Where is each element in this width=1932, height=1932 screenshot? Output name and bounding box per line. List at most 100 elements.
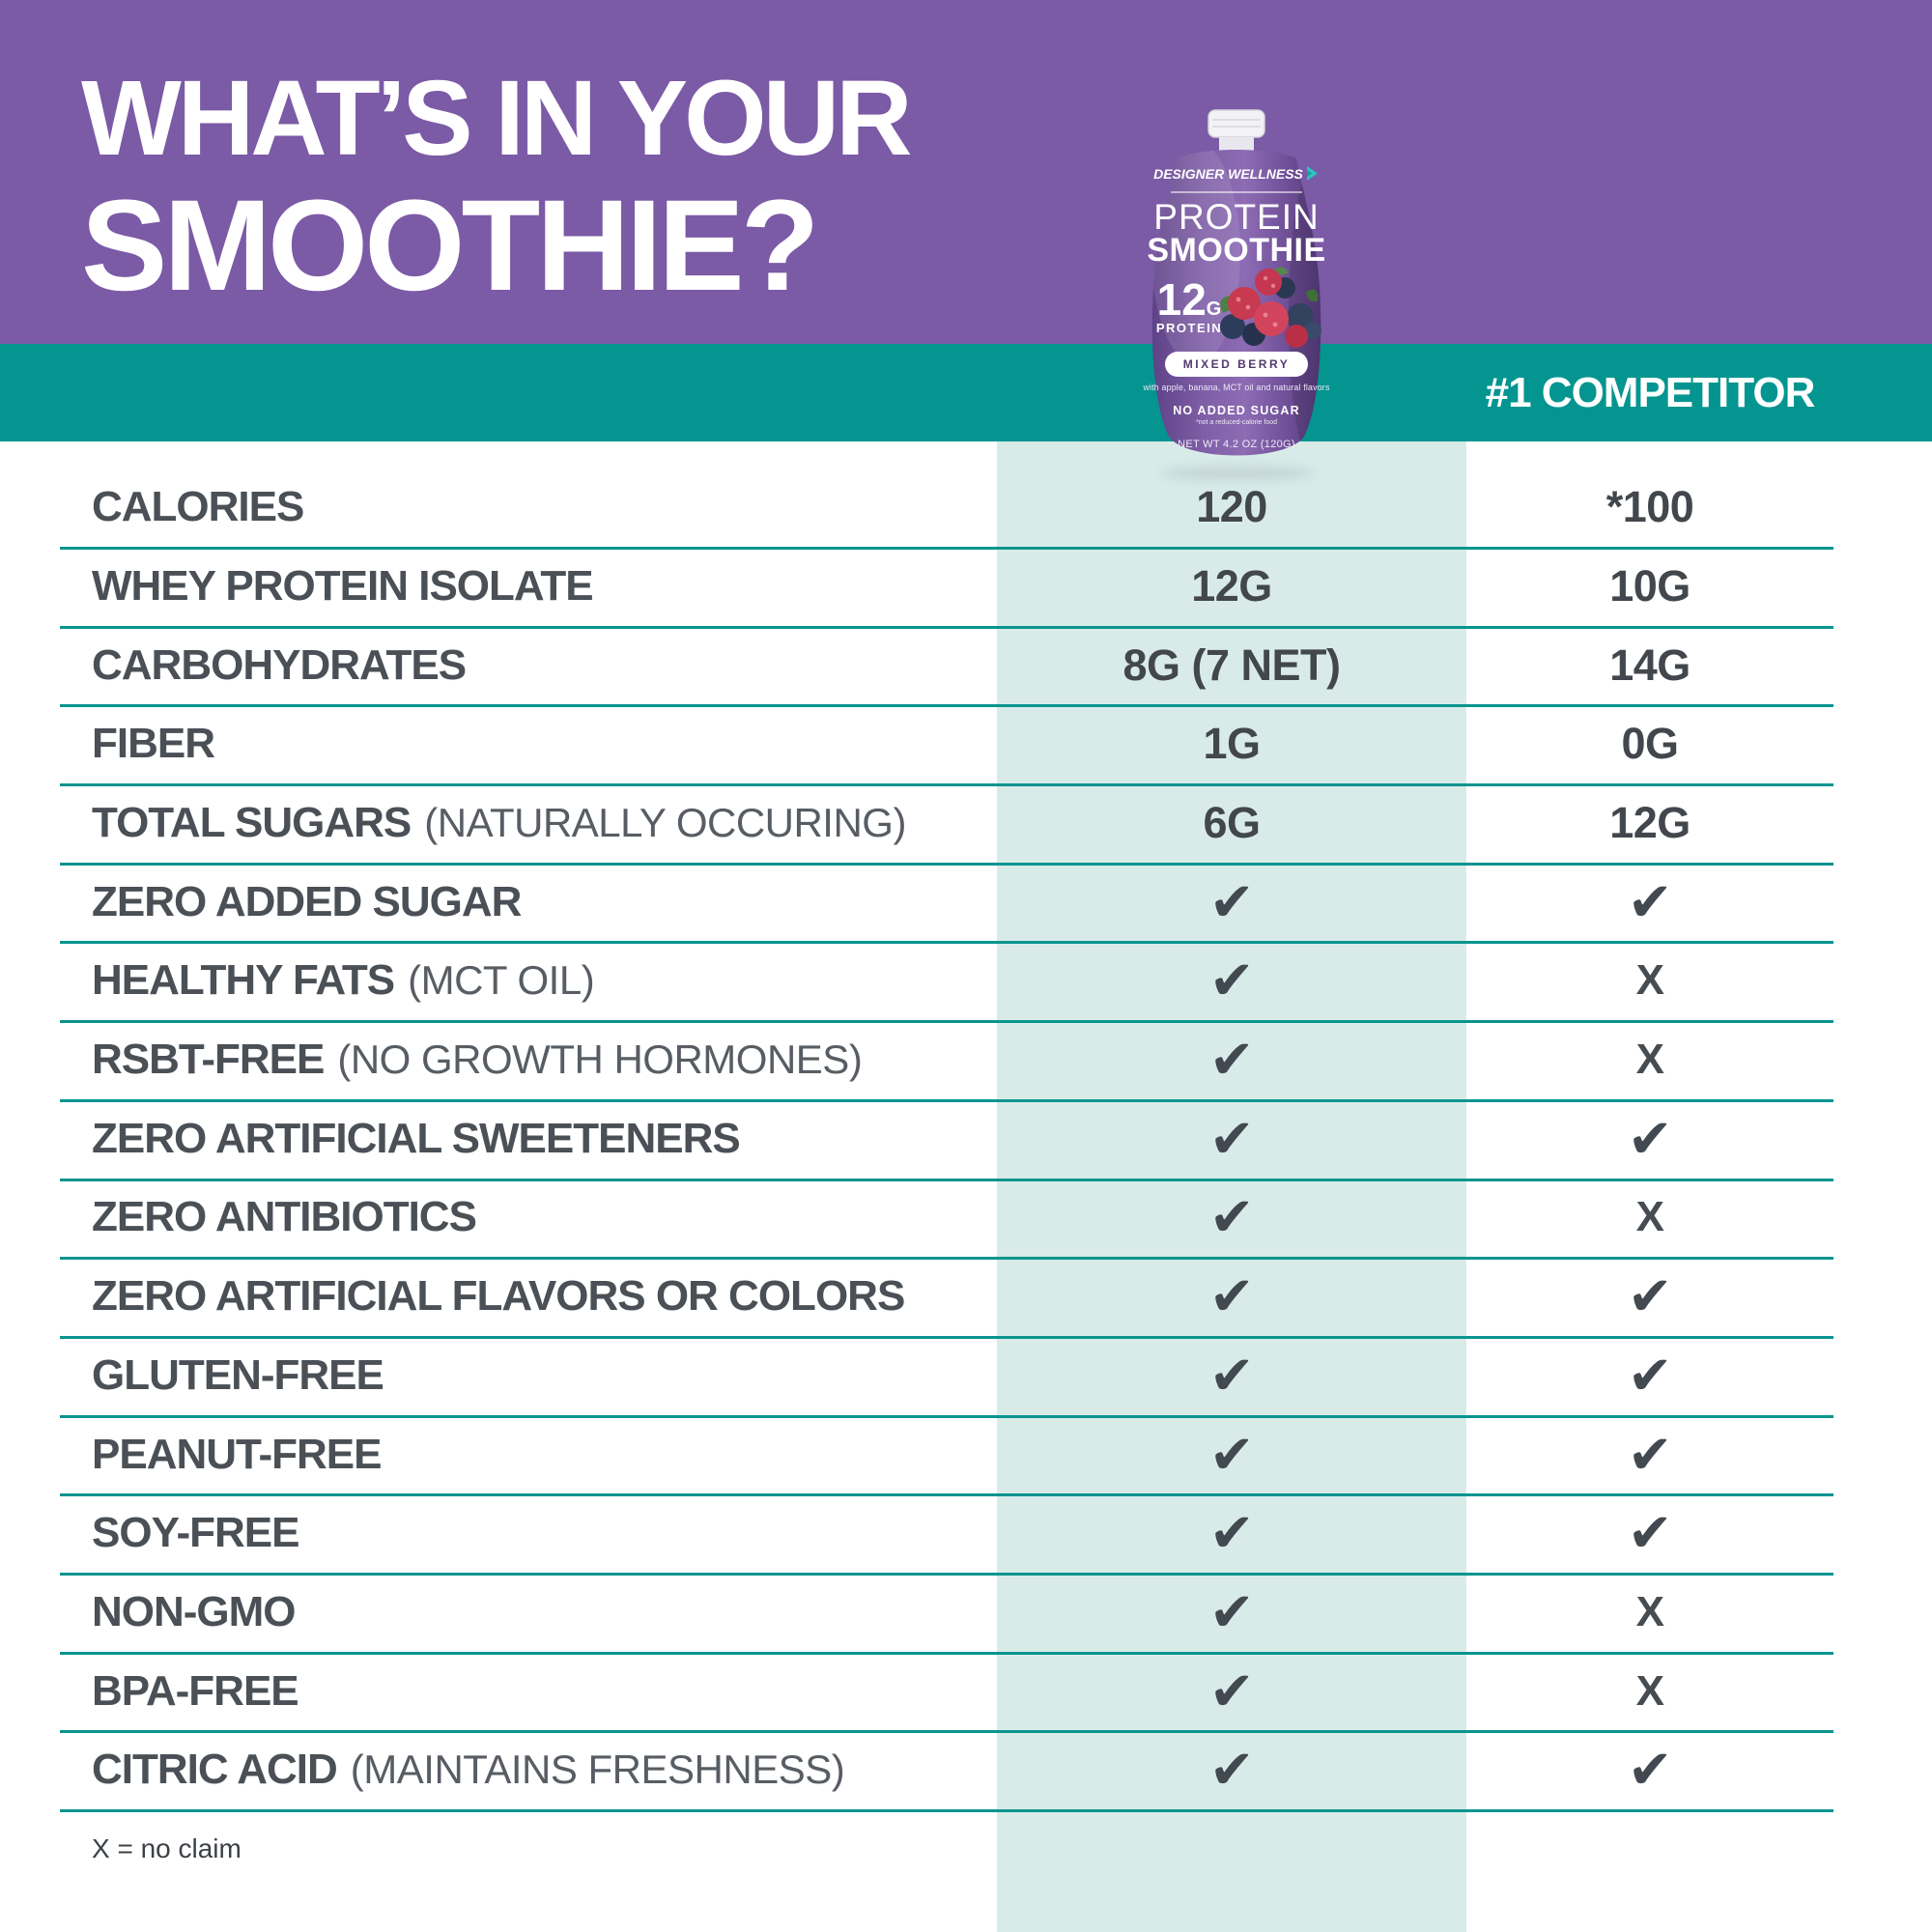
check-icon: ✔: [1208, 1580, 1255, 1642]
row-label-text: PEANUT-FREE: [92, 1430, 382, 1478]
row-label: BPA-FREE: [92, 1652, 299, 1731]
product-value: 6G: [1203, 797, 1261, 847]
row-label-text: TOTAL SUGARS: [92, 798, 412, 846]
check-icon: ✔: [1208, 870, 1255, 932]
row-label: ZERO ARTIFICIAL FLAVORS OR COLORS: [92, 1257, 905, 1336]
pouch-claim: NO ADDED SUGAR: [1173, 404, 1300, 417]
row-label-note: (MAINTAINS FRESHNESS): [350, 1747, 845, 1793]
row-label-note: (MCT OIL): [408, 957, 595, 1004]
table-row: WHEY PROTEIN ISOLATE 12G 10G: [60, 547, 1833, 629]
competitor-value: *100: [1605, 482, 1694, 532]
table-row: RSBT-FREE (NO GROWTH HORMONES) ✔ X: [60, 1020, 1833, 1102]
product-column-highlight: [997, 441, 1466, 1932]
table-row: CARBOHYDRATES 8G (7 NET) 14G: [60, 626, 1833, 708]
table-row: FIBER 1G 0G: [60, 704, 1833, 787]
competitor-header-band: [0, 344, 1932, 441]
row-label: GLUTEN-FREE: [92, 1336, 384, 1415]
row-label: CITRIC ACID (MAINTAINS FRESHNESS): [92, 1731, 845, 1810]
protein-amount: 12: [1156, 274, 1207, 325]
check-icon: ✔: [1627, 1502, 1673, 1564]
product-value: 120: [1196, 482, 1267, 532]
row-label-text: CALORIES: [92, 483, 304, 531]
brand-chevron-icon: [1305, 166, 1320, 184]
row-label: CARBOHYDRATES: [92, 626, 467, 705]
check-icon: ✔: [1627, 1265, 1673, 1327]
pouch-divider-line: [1171, 191, 1302, 193]
table-row: ZERO ANTIBIOTICS ✔ X: [60, 1179, 1833, 1261]
x-mark-icon: X: [1635, 956, 1664, 1005]
check-icon: ✔: [1208, 1029, 1255, 1091]
row-label-text: NON-GMO: [92, 1587, 297, 1635]
x-mark-icon: X: [1635, 1587, 1664, 1635]
row-label-text: FIBER: [92, 720, 215, 768]
berries-image: [1220, 267, 1321, 348]
row-label: ZERO ADDED SUGAR: [92, 863, 522, 942]
pouch-name-line1: PROTEIN: [1153, 197, 1320, 237]
check-icon: ✔: [1627, 1739, 1673, 1801]
protein-label: PROTEIN: [1155, 321, 1223, 335]
table-row: ZERO ARTIFICIAL SWEETENERS ✔ ✔: [60, 1099, 1833, 1181]
header-banner: WHAT’S IN YOUR SMOOTHIE?: [0, 0, 1932, 344]
row-label: RSBT-FREE (NO GROWTH HORMONES): [92, 1020, 863, 1099]
table-row: TOTAL SUGARS (NATURALLY OCCURING) 6G 12G: [60, 783, 1833, 866]
pouch-subtext: with apple, banana, MCT oil and natural …: [1143, 383, 1330, 392]
row-label-text: HEALTHY FATS: [92, 956, 395, 1005]
x-mark-icon: X: [1635, 1036, 1664, 1084]
table-row: ZERO ARTIFICIAL FLAVORS OR COLORS ✔ ✔: [60, 1257, 1833, 1339]
page-title-line1: WHAT’S IN YOUR: [81, 59, 913, 178]
row-label: ZERO ARTIFICIAL SWEETENERS: [92, 1099, 741, 1179]
table-row: CITRIC ACID (MAINTAINS FRESHNESS) ✔ ✔: [60, 1731, 1833, 1813]
check-icon: ✔: [1208, 950, 1255, 1011]
product-value: 1G: [1203, 719, 1261, 769]
check-icon: ✔: [1208, 1344, 1255, 1406]
row-label: TOTAL SUGARS (NATURALLY OCCURING): [92, 783, 906, 863]
row-label-text: CITRIC ACID: [92, 1746, 338, 1794]
pouch-claim-note: *not a reduced-calorie food: [1195, 419, 1278, 426]
table-row: CALORIES 120 *100: [60, 468, 1833, 550]
row-label-text: GLUTEN-FREE: [92, 1350, 384, 1399]
table-row: ZERO ADDED SUGAR ✔ ✔: [60, 863, 1833, 945]
competitor-value: 10G: [1609, 560, 1690, 611]
pouch-brand-text: DESIGNER WELLNESS: [1153, 166, 1303, 182]
x-mark-icon: X: [1635, 1193, 1664, 1241]
table-row: PEANUT-FREE ✔ ✔: [60, 1415, 1833, 1497]
row-label-text: CARBOHYDRATES: [92, 640, 467, 689]
row-label-text: SOY-FREE: [92, 1509, 299, 1557]
check-icon: ✔: [1208, 1423, 1255, 1485]
page-title-line2: SMOOTHIE?: [81, 174, 820, 318]
table-row: HEALTHY FATS (MCT OIL) ✔ X: [60, 942, 1833, 1024]
row-label-text: ZERO ARTIFICIAL FLAVORS OR COLORS: [92, 1272, 905, 1321]
row-label-text: BPA-FREE: [92, 1666, 299, 1715]
product-pouch: DESIGNER WELLNESS PROTEIN SMOOTHIE 12G P…: [1142, 108, 1331, 475]
row-label: NON-GMO: [92, 1573, 297, 1652]
row-label: FIBER: [92, 704, 215, 783]
pouch-cap: [1208, 109, 1265, 154]
pouch-protein-callout: 12G PROTEIN: [1150, 277, 1229, 335]
table-row: GLUTEN-FREE ✔ ✔: [60, 1336, 1833, 1418]
competitor-value: 12G: [1609, 797, 1690, 847]
row-label: PEANUT-FREE: [92, 1415, 382, 1494]
competitor-value: 0G: [1621, 719, 1679, 769]
row-label-note: (NO GROWTH HORMONES): [337, 1037, 863, 1083]
row-label: CALORIES: [92, 468, 304, 547]
row-label: WHEY PROTEIN ISOLATE: [92, 547, 594, 626]
row-label-note: (NATURALLY OCCURING): [424, 799, 906, 845]
check-icon: ✔: [1208, 1739, 1255, 1801]
row-label: ZERO ANTIBIOTICS: [92, 1179, 477, 1258]
row-label-text: ZERO ARTIFICIAL SWEETENERS: [92, 1114, 741, 1162]
check-icon: ✔: [1627, 870, 1673, 932]
pouch-shadow: [1161, 466, 1314, 481]
check-icon: ✔: [1208, 1502, 1255, 1564]
row-label: HEALTHY FATS (MCT OIL): [92, 942, 595, 1021]
competitor-value: 14G: [1609, 639, 1690, 690]
product-value: 8G (7 NET): [1122, 639, 1341, 690]
table-row: NON-GMO ✔ X: [60, 1573, 1833, 1655]
pouch-brand: DESIGNER WELLNESS: [1142, 166, 1331, 184]
comparison-table: CALORIES 120 *100 WHEY PROTEIN ISOLATE 12G 10…: [60, 0, 1833, 1932]
row-label-text: ZERO ANTIBIOTICS: [92, 1193, 477, 1241]
table-row: SOY-FREE ✔ ✔: [60, 1493, 1833, 1577]
flavor-badge: MIXED BERRY: [1165, 352, 1308, 377]
x-mark-icon: X: [1635, 1666, 1664, 1715]
check-icon: ✔: [1627, 1344, 1673, 1406]
